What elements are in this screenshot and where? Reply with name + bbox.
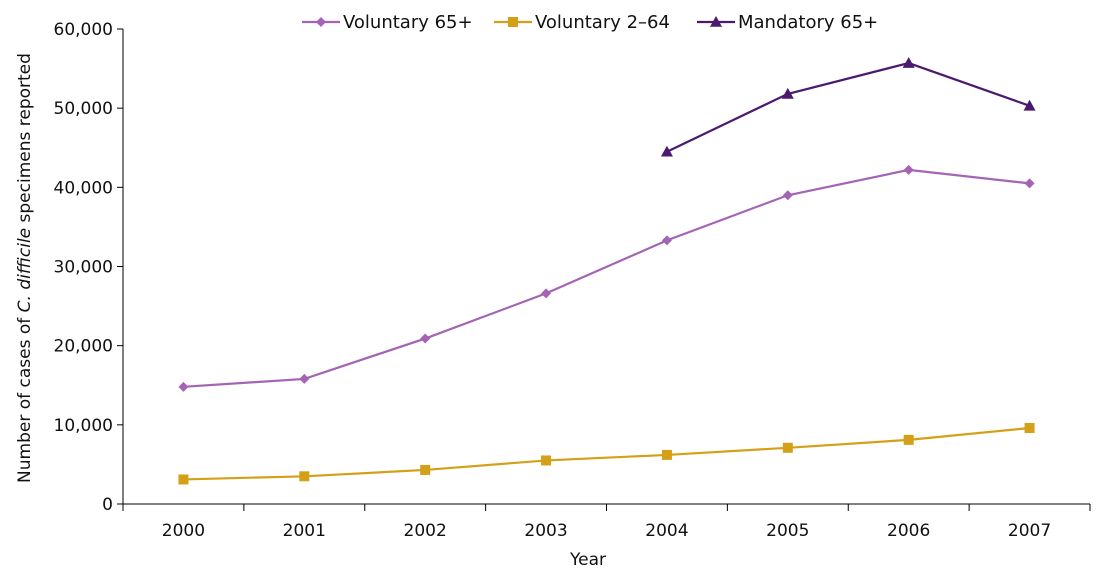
- legend-marker: [316, 17, 326, 27]
- data-point: [178, 474, 189, 485]
- y-tick-label: 0: [102, 495, 113, 515]
- y-tick-label: 40,000: [54, 178, 113, 198]
- legend-label: Voluntary 2–64: [535, 12, 670, 33]
- legend-label: Voluntary 65+: [343, 12, 473, 33]
- data-point: [661, 235, 672, 246]
- data-point: [661, 449, 672, 460]
- legend-item: Mandatory 65+: [697, 12, 878, 33]
- data-point: [903, 434, 914, 445]
- data-point: [782, 442, 793, 453]
- series-line: [666, 61, 1030, 153]
- x-tick-label: 2003: [524, 521, 567, 541]
- data-point: [903, 164, 914, 175]
- y-tick-label: 60,000: [54, 20, 113, 40]
- series-1: [178, 423, 1035, 485]
- data-point: [420, 333, 431, 344]
- x-tick-label: 2000: [162, 521, 205, 541]
- data-point: [781, 87, 794, 99]
- series-0: [178, 164, 1035, 392]
- x-axis-title: Year: [569, 550, 606, 570]
- x-tick-label: 2002: [404, 521, 447, 541]
- legend-item: Voluntary 2–64: [494, 12, 670, 33]
- x-tick-label: 2007: [1008, 521, 1051, 541]
- data-point: [178, 381, 189, 392]
- series-line: [183, 426, 1030, 481]
- data-point: [541, 455, 552, 466]
- data-point: [1024, 178, 1035, 189]
- data-point: [782, 190, 793, 201]
- legend-marker: [508, 17, 518, 27]
- data-point: [902, 57, 915, 68]
- x-tick-label: 2001: [283, 521, 326, 541]
- chart-series: [178, 57, 1036, 485]
- data-point: [660, 145, 673, 157]
- legend-item: Voluntary 65+: [302, 12, 473, 33]
- x-tick-label: 2006: [887, 521, 930, 541]
- chart-legend: Voluntary 65+ Voluntary 2–64 Mandatory 65+: [302, 12, 878, 33]
- data-point: [299, 471, 310, 482]
- y-tick-label: 30,000: [54, 258, 113, 278]
- y-tick-label: 10,000: [54, 416, 113, 436]
- legend-label: Mandatory 65+: [738, 12, 878, 33]
- y-tick-label: 20,000: [54, 337, 113, 357]
- chart-axes: 0 10,000 20,000 30,000 40,000 50,000 60,000 200…: [54, 20, 1091, 541]
- data-point: [299, 373, 310, 384]
- y-tick-label: 50,000: [54, 99, 113, 119]
- series-line: [183, 168, 1030, 388]
- data-point: [1024, 423, 1035, 433]
- x-tick-label: 2004: [645, 521, 688, 541]
- series-2: [660, 57, 1036, 157]
- data-point: [541, 288, 552, 299]
- data-point: [1023, 99, 1036, 111]
- data-point: [420, 464, 431, 475]
- legend-marker: [710, 16, 722, 27]
- x-tick-label: 2005: [766, 521, 809, 541]
- y-axis-title: Number of cases of C. difficile specimen…: [15, 53, 35, 483]
